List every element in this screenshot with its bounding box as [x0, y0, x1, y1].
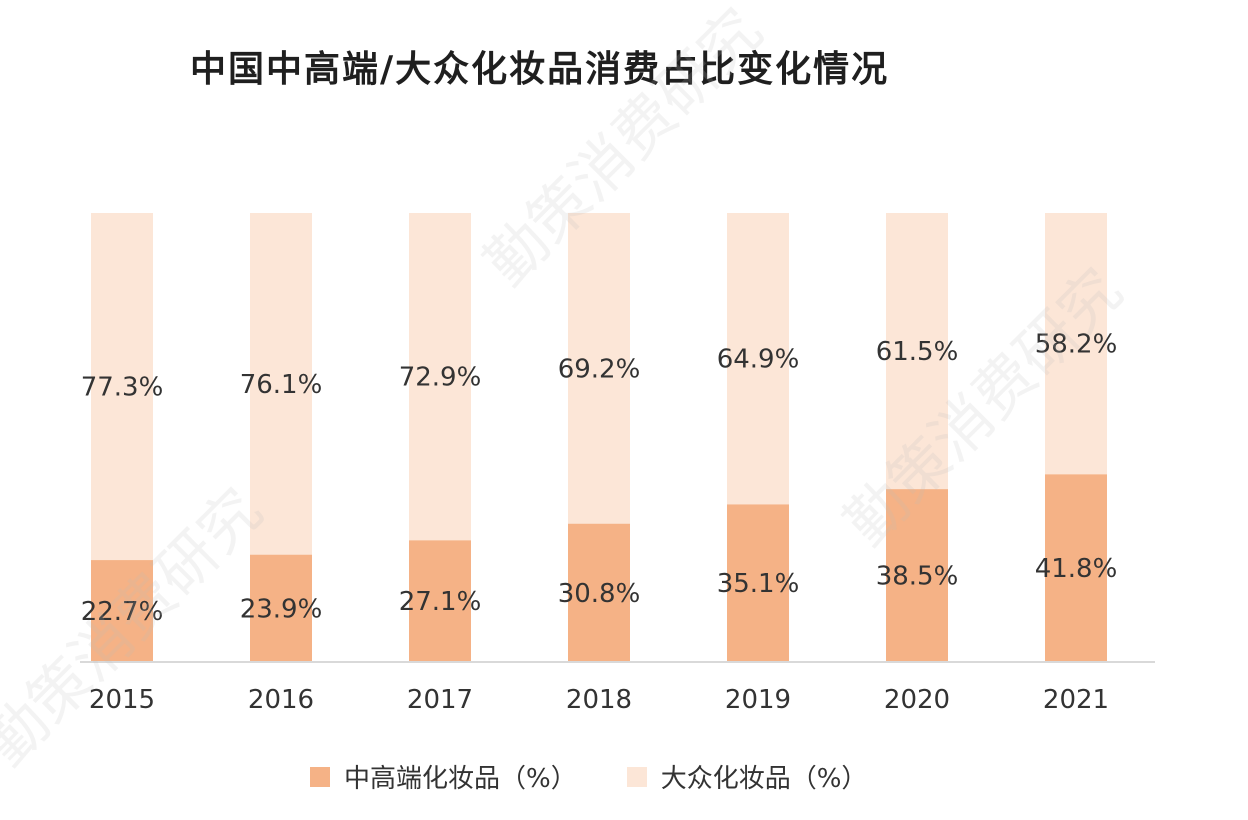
data-label-premium-2021: 41.8%: [1035, 554, 1118, 584]
legend-item-premium: 中高端化妆品（%）: [310, 758, 577, 795]
bar-premium-2021: [1045, 474, 1107, 662]
x-tick-label-2015: 2015: [89, 685, 155, 715]
bar-mass-2016: [250, 213, 312, 555]
data-label-premium-2017: 27.1%: [399, 587, 482, 617]
bar-mass-2017: [409, 213, 471, 541]
x-tick-label-2020: 2020: [884, 685, 950, 715]
legend-swatch-mass: [626, 766, 647, 787]
data-label-mass-2017: 72.9%: [399, 363, 482, 393]
bar-mass-2018: [568, 213, 630, 524]
data-label-mass-2021: 58.2%: [1035, 330, 1118, 360]
legend: 中高端化妆品（%） 大众化妆品（%）: [310, 758, 867, 795]
data-label-mass-2015: 77.3%: [81, 373, 164, 403]
data-label-mass-2020: 61.5%: [876, 337, 959, 367]
x-tick-label-2021: 2021: [1043, 685, 1109, 715]
legend-label-premium: 中高端化妆品（%）: [344, 764, 577, 794]
legend-label-mass: 大众化妆品（%）: [660, 764, 868, 794]
data-label-premium-2020: 38.5%: [876, 562, 959, 592]
x-tick-label-2016: 2016: [248, 685, 314, 715]
bar-premium-2016: [250, 554, 312, 662]
data-label-mass-2019: 64.9%: [717, 345, 800, 375]
bar-premium-2017: [409, 540, 471, 662]
data-label-premium-2019: 35.1%: [717, 569, 800, 599]
data-label-premium-2016: 23.9%: [240, 594, 323, 624]
bar-premium-2020: [886, 489, 948, 662]
bar-premium-2018: [568, 523, 630, 662]
bar-mass-2020: [886, 213, 948, 490]
bar-mass-2015: [91, 213, 153, 561]
data-label-premium-2015: 22.7%: [81, 597, 164, 627]
legend-swatch-premium: [310, 766, 330, 787]
x-tick-label-2017: 2017: [407, 685, 473, 715]
data-label-premium-2018: 30.8%: [558, 579, 641, 609]
bar-mass-2019: [727, 213, 789, 505]
chart-title: 中国中高端/大众化妆品消费占比变化情况: [190, 49, 890, 90]
data-label-mass-2018: 69.2%: [558, 354, 641, 384]
legend-item-mass: 大众化妆品（%）: [626, 758, 868, 795]
bar-premium-2019: [727, 504, 789, 662]
x-tick-label-2019: 2019: [725, 685, 791, 715]
bar-premium-2015: [91, 560, 153, 662]
data-label-mass-2016: 76.1%: [240, 370, 323, 400]
bar-mass-2021: [1045, 213, 1107, 475]
x-tick-label-2018: 2018: [566, 685, 632, 715]
